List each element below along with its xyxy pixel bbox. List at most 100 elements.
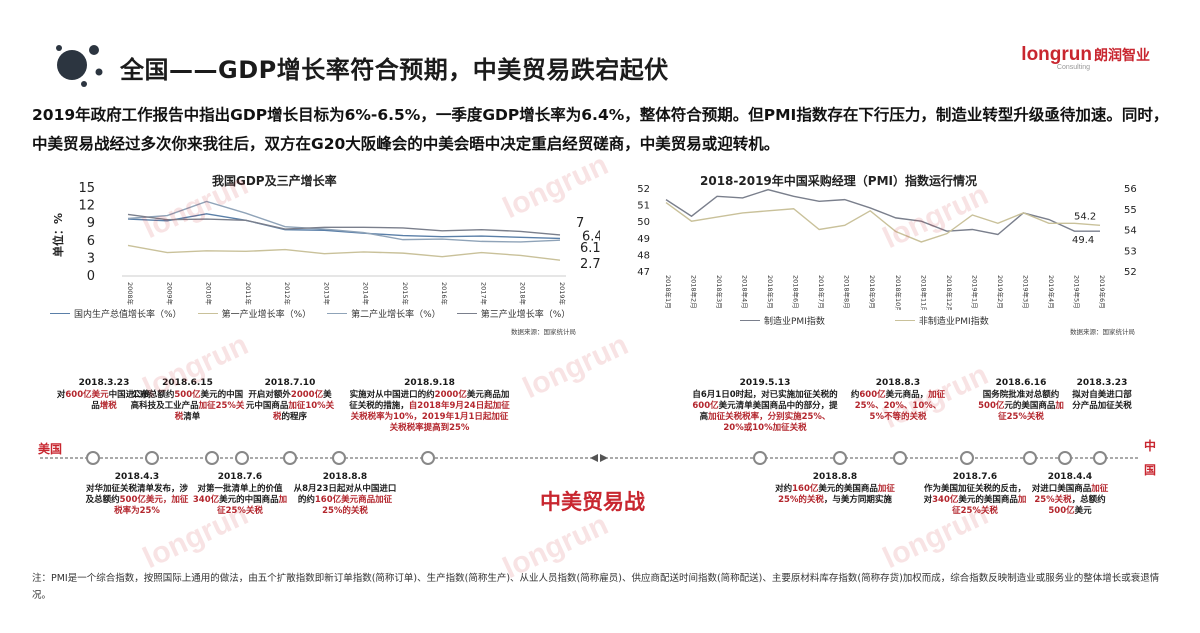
gdp-x-tick: 2012年: [283, 282, 292, 306]
pmi-x-tick: 2018年9月: [868, 275, 877, 309]
event-text: 160亿: [792, 484, 819, 494]
event-text: 作为美国加征关税的反击，对: [923, 484, 1026, 505]
event-text: 元的美国商品: [1004, 401, 1056, 411]
event-text: 340亿: [932, 495, 959, 505]
event-text: 加征25%关税: [1034, 484, 1109, 505]
pmi-footnote: 注：PMI是一个综合指数，按照国际上通用的做法，由五个扩散指数即新订单指数(简称…: [32, 573, 1160, 601]
trade-war-title: 中美贸易战: [540, 490, 645, 514]
pmi-x-tick: 2018年4月: [741, 275, 750, 309]
pmi-chart: 47 48 49 50 51 52 52 53 54 55 56 2018年1月 2018年2月 2018…: [637, 184, 1137, 310]
timeline-node: [205, 451, 219, 465]
timeline-event: 2018.3.23 拟对自美进口部分产品加征关税: [1072, 378, 1132, 412]
timeline-node: [1093, 451, 1107, 465]
gdp-x-tick: 2009年: [165, 282, 174, 306]
pmi-right-tick: 55: [1124, 205, 1137, 216]
gdp-end-label: 2.7: [580, 257, 600, 272]
event-date: 2018.8.3: [875, 378, 921, 388]
event-text: 340亿: [192, 495, 220, 505]
gdp-y-tick: 6: [87, 234, 95, 249]
event-text: ，总额约: [1071, 495, 1106, 505]
timeline-event: 2018.7.6 作为美国加征关税的反击，对340亿美元的美国商品加征25%关税: [920, 472, 1030, 517]
legend-swatch: [456, 313, 477, 314]
legend-label: 制造业PMI指数: [764, 317, 825, 327]
gdp-x-tick: 2015年: [401, 282, 410, 306]
timeline-event: 2018.8.8 对约160亿美元的美国商品加征25%的关税，与美方同期实施: [775, 472, 895, 506]
pmi-right-tick: 56: [1124, 184, 1137, 195]
event-date: 2018.7.6: [217, 472, 263, 482]
legend-label: 第一产业增长率（%）: [221, 310, 312, 320]
legend-swatch: [50, 313, 70, 314]
logo-cn: 朗润智业: [1094, 48, 1150, 64]
gdp-legend-item: 第三产业增长率（%）: [456, 307, 570, 320]
logo-text: longrun: [1021, 44, 1092, 65]
gdp-x-tick: 2014年: [362, 282, 371, 306]
gdp-y-axis-label: 单位：%: [51, 213, 65, 257]
gdp-y-tick: 15: [78, 181, 95, 196]
gdp-series-line: [127, 213, 561, 240]
timeline-node: [145, 451, 159, 465]
pmi-x-tick: 2019年5月: [1072, 275, 1081, 309]
pmi-x-tick: 2019年6月: [1098, 275, 1107, 309]
timeline-event: 2018.7.6 对第一批清单上的价值340亿美元的中国商品加征25%关税: [190, 472, 290, 517]
event-date: 2018.6.15: [162, 378, 213, 388]
gdp-y-tick: 9: [87, 216, 95, 231]
timeline-event: 2018.8.3 约600亿美元商品，加征25%、20%、10%、5%不等的关税: [848, 378, 948, 423]
event-text: 600亿: [859, 390, 886, 400]
gdp-chart-title: 我国GDP及三产增长率: [212, 174, 337, 188]
pmi-x-tick: 2018年10月: [894, 275, 903, 310]
event-date: 2018.6.16: [995, 378, 1047, 388]
pmi-x-tick: 2019年1月: [970, 275, 979, 309]
pmi-legend-item: 非制造业PMI指数: [894, 314, 989, 327]
event-text: 美元中国商品: [245, 390, 332, 411]
pmi-x-tick: 2018年8月: [843, 275, 852, 309]
timeline-event: 2018.7.10 开启对额外2000亿美元中国商品加征10%关税的程序: [245, 378, 335, 423]
legend-swatch: [327, 313, 348, 314]
pmi-left-tick: 49: [637, 234, 650, 245]
pmi-series-line: [665, 201, 1101, 243]
event-text: 美元的中国商品: [219, 495, 279, 505]
page-title: 全国——GDP增长率符合预期，中美贸易跌宕起伏: [120, 56, 669, 84]
pmi-left-tick: 51: [637, 201, 650, 212]
gdp-end-label: 7: [576, 216, 584, 231]
timeline-node: [960, 451, 974, 465]
gdp-x-tick: 2011年: [244, 282, 253, 306]
pmi-chart-title: 2018-2019年中国采购经理（PMI）指数运行情况: [700, 174, 977, 188]
gdp-x-tick: 2019年: [558, 282, 567, 306]
timeline-node: [1023, 451, 1037, 465]
timeline-node: [86, 451, 100, 465]
timeline-node: [235, 451, 249, 465]
pmi-right-tick: 52: [1124, 267, 1137, 278]
gdp-x-tick: 2013年: [322, 282, 331, 306]
gdp-series-line: [127, 213, 561, 236]
gdp-end-label: 6.4: [582, 229, 600, 244]
event-text: 加征25%关税: [174, 401, 245, 422]
timeline-node: [421, 451, 435, 465]
pmi-source: 数据来源：国家统计局: [1070, 328, 1135, 336]
event-text: 美元的中国高科技及工业产品: [130, 390, 244, 411]
legend-swatch: [740, 320, 760, 321]
event-text: 国务院批准对总额约: [982, 390, 1060, 400]
event-text: 加征25%关税: [998, 401, 1064, 422]
pmi-right-tick: 54: [1124, 226, 1137, 237]
event-text: 从8月23日起对从中国进口的约: [293, 484, 397, 505]
gdp-legend-item: 第二产业增长率（%）: [327, 307, 441, 320]
event-text: 加征25%关税: [217, 495, 288, 516]
gdp-y-tick: 3: [87, 251, 95, 266]
event-text: 加征10%关税: [272, 401, 335, 422]
cn-label: 中国: [1144, 439, 1157, 477]
pmi-left-tick: 50: [637, 217, 650, 228]
event-text: 对第一批清单上的价值: [197, 484, 283, 494]
event-text: 对进口美国商品: [1031, 484, 1092, 494]
event-text: 开启对额外: [248, 390, 291, 400]
timeline-node: [332, 451, 346, 465]
logo-subtitle: Consulting: [1056, 64, 1090, 71]
event-text: 清单: [183, 412, 201, 422]
event-date: 2018.3.23: [1076, 378, 1128, 388]
legend-label: 第二产业增长率（%）: [351, 310, 441, 320]
event-text: 自6月1日0时起，对已实施加征关税的: [692, 390, 838, 400]
gdp-end-label: 6.1: [580, 241, 600, 256]
pmi-x-tick: 2018年1月: [664, 275, 673, 309]
event-text: 加征关税税率，分别实施25%、20%或10%加征关税: [708, 412, 831, 433]
event-text: 约: [850, 390, 860, 400]
event-text: 的程序: [281, 412, 308, 422]
